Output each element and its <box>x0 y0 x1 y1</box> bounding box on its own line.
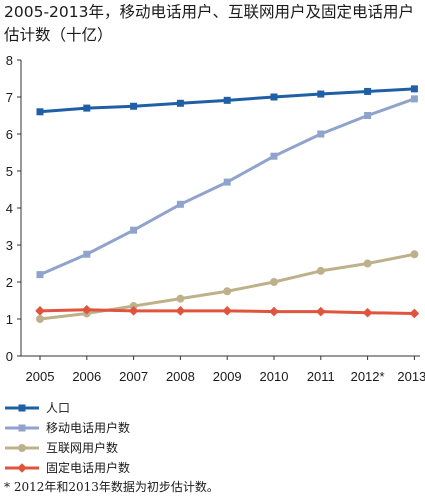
axes <box>17 59 420 360</box>
x-tick-labels: 2005 2006 2007 2008 2009 2010 2011 2012* 2013* <box>26 369 425 384</box>
series-line-1 <box>39 97 415 276</box>
line-chart: 2005 2006 2007 2008 2009 2010 2011 2012* 2013* 0… <box>6 53 425 384</box>
y-tick-labels: 0 1 2 3 4 5 6 7 8 <box>6 53 13 364</box>
legend-swatch-marker <box>18 444 26 452</box>
data-point-1 <box>83 250 91 258</box>
data-point-0 <box>130 102 138 110</box>
x-tick-label: 2010 <box>260 369 289 384</box>
legend-label: 固定电话用户数 <box>46 461 131 475</box>
data-point-0 <box>270 93 278 101</box>
y-tick-label: 5 <box>6 164 13 179</box>
legend-swatch-marker <box>17 463 27 473</box>
legend-label: 移动电话用户数 <box>46 421 131 435</box>
data-point-3 <box>35 306 45 316</box>
x-tick-label: 2009 <box>213 369 242 384</box>
data-point-2 <box>223 287 232 296</box>
legend-label: 互联网用户数 <box>46 441 119 455</box>
footnote: * 2012年和2013年数据为初步估计数。 <box>4 480 219 494</box>
data-point-2 <box>270 278 278 286</box>
x-tick-label: 2006 <box>72 369 101 384</box>
data-point-2 <box>363 259 372 268</box>
data-point-1 <box>270 152 278 160</box>
data-point-0 <box>83 104 91 112</box>
data-point-2 <box>410 250 419 259</box>
data-point-0 <box>410 85 418 93</box>
data-point-1 <box>364 112 372 119</box>
legend-swatch-marker <box>18 424 26 432</box>
data-point-2 <box>316 266 325 275</box>
data-point-3 <box>128 306 139 316</box>
legend: 人口移动电话用户数 互联网用户数 固定电话用户数 <box>4 398 304 478</box>
data-point-0 <box>36 108 44 116</box>
data-point-3 <box>82 304 92 315</box>
data-point-2 <box>129 302 138 311</box>
y-tick-label: 2 <box>6 275 13 290</box>
data-point-0 <box>317 90 325 98</box>
legend-item: 固定电话用户数 <box>4 458 304 478</box>
x-tick-label: 2011 <box>307 369 335 384</box>
data-point-3 <box>362 307 373 318</box>
legend-swatch <box>5 444 39 452</box>
y-tick-label: 3 <box>6 238 13 253</box>
data-point-1 <box>317 130 325 138</box>
data-point-1 <box>176 200 184 208</box>
y-tick-label: 7 <box>6 90 13 105</box>
x-tick-label: 2008 <box>166 369 195 384</box>
data-point-0 <box>223 96 231 104</box>
y-tick-label: 4 <box>6 201 13 216</box>
data-point-3 <box>269 306 279 317</box>
legend-item: 移动电话用户数 <box>4 418 304 438</box>
data-point-2 <box>176 294 185 303</box>
data-point-3 <box>316 306 326 317</box>
y-tick-label: 6 <box>6 127 13 142</box>
y-tick-label: 8 <box>6 53 13 68</box>
data-point-1 <box>223 178 231 186</box>
data-point-3 <box>222 306 232 316</box>
x-tick-label: 2013* <box>397 369 425 384</box>
chart-title: 2005-2013年，移动电话用户、互联网用户及固定电话用户估计数（十亿） <box>4 3 414 44</box>
series-lines <box>39 87 415 321</box>
y-tick-label: 0 <box>6 349 13 364</box>
x-tick-label: 2012* <box>351 369 385 384</box>
data-point-0 <box>364 87 372 95</box>
legend-swatch <box>5 463 39 473</box>
data-point-2 <box>36 315 44 323</box>
data-point-1 <box>36 271 44 279</box>
data-point-3 <box>409 308 420 319</box>
legend-label: 人口 <box>46 401 71 415</box>
data-point-1 <box>410 95 418 103</box>
data-point-0 <box>176 99 184 107</box>
series-markers <box>35 85 420 323</box>
data-point-1 <box>130 226 138 234</box>
legend-item: 互联网用户数 <box>4 438 304 458</box>
data-point-3 <box>175 306 186 316</box>
legend-item: 人口 <box>4 398 304 418</box>
x-tick-label: 2007 <box>119 369 148 384</box>
y-tick-label: 1 <box>6 312 13 327</box>
legend-swatch <box>5 424 39 432</box>
legend-swatch-marker <box>18 404 26 412</box>
legend-swatch <box>5 404 39 412</box>
x-tick-label: 2005 <box>26 369 55 384</box>
